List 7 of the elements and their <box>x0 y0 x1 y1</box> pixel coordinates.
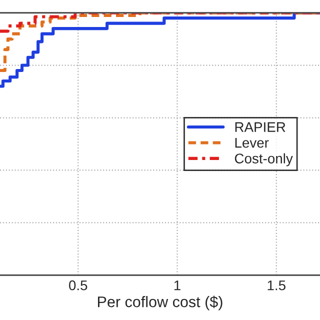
x-tick-label: 1.5 <box>268 280 286 290</box>
x-tick-label: 1 <box>174 280 180 290</box>
legend-label: Cost-only <box>234 153 293 166</box>
x-tick-label: 0.5 <box>69 280 88 290</box>
legend-label: RAPIER <box>235 122 286 132</box>
x-axis-title: Per coflow cost ($) <box>98 296 222 310</box>
legend-label: Lever <box>235 138 269 148</box>
